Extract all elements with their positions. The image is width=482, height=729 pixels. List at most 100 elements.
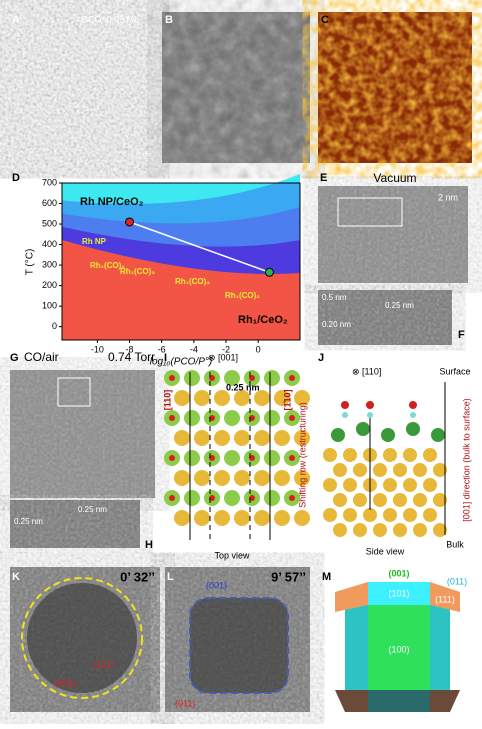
y-tick-label: 400 <box>42 239 57 249</box>
x-tick-label: -8 <box>126 344 134 354</box>
atom <box>406 422 420 436</box>
facet: (001) <box>206 580 227 590</box>
text: 0.25 nm <box>385 301 414 310</box>
atom <box>363 508 377 522</box>
panel-label: E <box>320 172 327 184</box>
y-tick-label: 0 <box>52 321 57 331</box>
atom <box>254 470 270 486</box>
atom <box>174 510 190 526</box>
pressure: 0.74 Torr <box>108 350 155 364</box>
atom <box>254 510 270 526</box>
x-tick-label: -10 <box>91 344 104 354</box>
atom <box>353 523 367 537</box>
oxygen <box>169 375 175 381</box>
panel-label: F <box>458 329 465 341</box>
atom <box>413 493 427 507</box>
atom <box>356 422 370 436</box>
atom <box>403 508 417 522</box>
region-label: Rh₁(CO)₄ <box>175 277 210 286</box>
atom <box>184 490 200 506</box>
atom <box>393 493 407 507</box>
atom <box>423 478 437 492</box>
x-tick-label: 0 <box>256 344 261 354</box>
atom <box>423 448 437 462</box>
o <box>366 401 374 409</box>
atom <box>174 390 190 406</box>
atom <box>294 430 310 446</box>
panel-label: M <box>322 571 331 583</box>
atom <box>194 390 210 406</box>
direction: [1̄10] <box>282 389 292 410</box>
facet: (011) <box>447 576 467 586</box>
facet: (001) <box>55 678 76 688</box>
atom <box>294 470 310 486</box>
y-tick-label: 600 <box>42 198 57 208</box>
atom <box>413 523 427 537</box>
atom <box>393 463 407 477</box>
atom <box>234 390 250 406</box>
direction: [110] <box>162 390 172 411</box>
atom <box>214 430 230 446</box>
phase-region <box>62 174 300 204</box>
c <box>342 412 348 418</box>
atom <box>331 428 345 442</box>
arrow <box>129 221 270 273</box>
atom <box>224 410 240 426</box>
atom <box>383 478 397 492</box>
region-label: Rh NP <box>82 237 107 246</box>
region-label: Rh₁(CO)₂ <box>225 291 260 300</box>
region-label: Rh₁(CO)₂ <box>90 261 125 270</box>
panel-label: K <box>12 571 20 583</box>
atom <box>184 370 200 386</box>
atom <box>174 430 190 446</box>
panel-label: L <box>167 571 174 583</box>
atom <box>274 390 290 406</box>
atom <box>294 390 310 406</box>
atom <box>254 430 270 446</box>
oxygen <box>289 415 295 421</box>
atom <box>294 510 310 526</box>
atom <box>383 448 397 462</box>
note: Shifting row (restructuring) <box>297 402 307 508</box>
view: Top view <box>214 550 250 560</box>
atom <box>234 430 250 446</box>
time: 0’ 32’’ <box>120 569 155 584</box>
atom <box>393 523 407 537</box>
facet: (001) <box>388 568 409 578</box>
panel-label: A <box>12 14 20 26</box>
text: 0.20 nm <box>322 320 351 329</box>
atom <box>234 470 250 486</box>
x-tick-label: -2 <box>222 344 230 354</box>
atom <box>274 430 290 446</box>
o <box>409 401 417 409</box>
facet: (111) <box>435 594 455 604</box>
atom <box>184 410 200 426</box>
facet: (111) <box>94 659 114 669</box>
atom <box>343 508 357 522</box>
y-tick-label: 100 <box>42 301 57 311</box>
facet: (100) <box>388 644 409 654</box>
panel-label: G <box>10 352 19 364</box>
spacing: 0.25 nm <box>226 382 260 392</box>
y-tick-label: 700 <box>42 177 57 187</box>
atom <box>373 523 387 537</box>
note: [001] direction (bulk to surface) <box>461 398 471 522</box>
view: Side view <box>366 546 405 556</box>
facet: (011) <box>175 698 195 708</box>
atom <box>413 463 427 477</box>
panel-label: I <box>164 352 167 364</box>
point <box>264 267 274 277</box>
region-label: Rh₁/CeO₂ <box>238 314 288 326</box>
atom <box>333 523 347 537</box>
oxygen <box>169 415 175 421</box>
atom <box>264 410 280 426</box>
y-tick-label: 500 <box>42 218 57 228</box>
atom <box>224 490 240 506</box>
oxygen <box>169 495 175 501</box>
atom <box>373 463 387 477</box>
atom <box>274 470 290 486</box>
atom <box>353 493 367 507</box>
c <box>367 412 373 418</box>
region-label: Rh₁(CO)₃ <box>120 267 155 276</box>
